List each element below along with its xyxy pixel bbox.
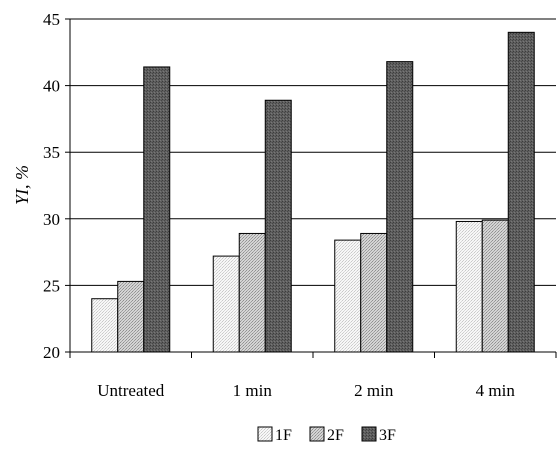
- y-tick-label-35: 35: [43, 143, 60, 162]
- legend-swatch-2f: [309, 426, 325, 442]
- y-tick-label-45: 45: [43, 10, 60, 29]
- x-tick-labels: Untreated 1 min 2 min 4 min: [97, 381, 515, 400]
- bar-2f-4-min: [481, 219, 509, 353]
- bar-1f-untreated: [91, 298, 119, 353]
- x-tick-label-untreated: Untreated: [97, 381, 165, 400]
- legend-label-1f: 1F: [275, 427, 292, 444]
- bar-3f-2-min: [386, 61, 414, 353]
- x-tick-label-2-min: 2 min: [354, 381, 394, 400]
- bar-3f-4-min: [507, 31, 535, 353]
- bar-1f-4-min: [455, 220, 483, 353]
- y-tick-label-30: 30: [43, 210, 60, 229]
- bar-2f-1-min: [238, 232, 266, 353]
- x-tick-label-1-min: 1 min: [233, 381, 273, 400]
- x-tick-label-4-min: 4 min: [476, 381, 516, 400]
- y-tick-label-20: 20: [43, 343, 60, 362]
- bar-1f-2-min: [334, 239, 362, 353]
- legend-label-2f: 2F: [327, 427, 344, 444]
- bars-group: [91, 31, 535, 353]
- y-tick-label-25: 25: [43, 276, 60, 295]
- axes: [65, 18, 557, 358]
- legend-label-3f: 3F: [379, 427, 396, 444]
- y-tick-label-40: 40: [43, 77, 60, 96]
- bar-1f-1-min: [212, 255, 240, 353]
- y-axis-title: YI, %: [12, 165, 32, 205]
- legend-swatch-1f: [257, 426, 273, 442]
- bar-3f-untreated: [143, 66, 171, 353]
- legend: 1F 2F 3F: [257, 426, 396, 444]
- y-tick-labels: 20 25 30 35 40 45: [43, 10, 60, 362]
- bar-2f-2-min: [360, 232, 388, 353]
- bar-3f-1-min: [264, 99, 292, 353]
- bar-2f-untreated: [117, 280, 145, 353]
- legend-swatch-3f: [361, 426, 377, 442]
